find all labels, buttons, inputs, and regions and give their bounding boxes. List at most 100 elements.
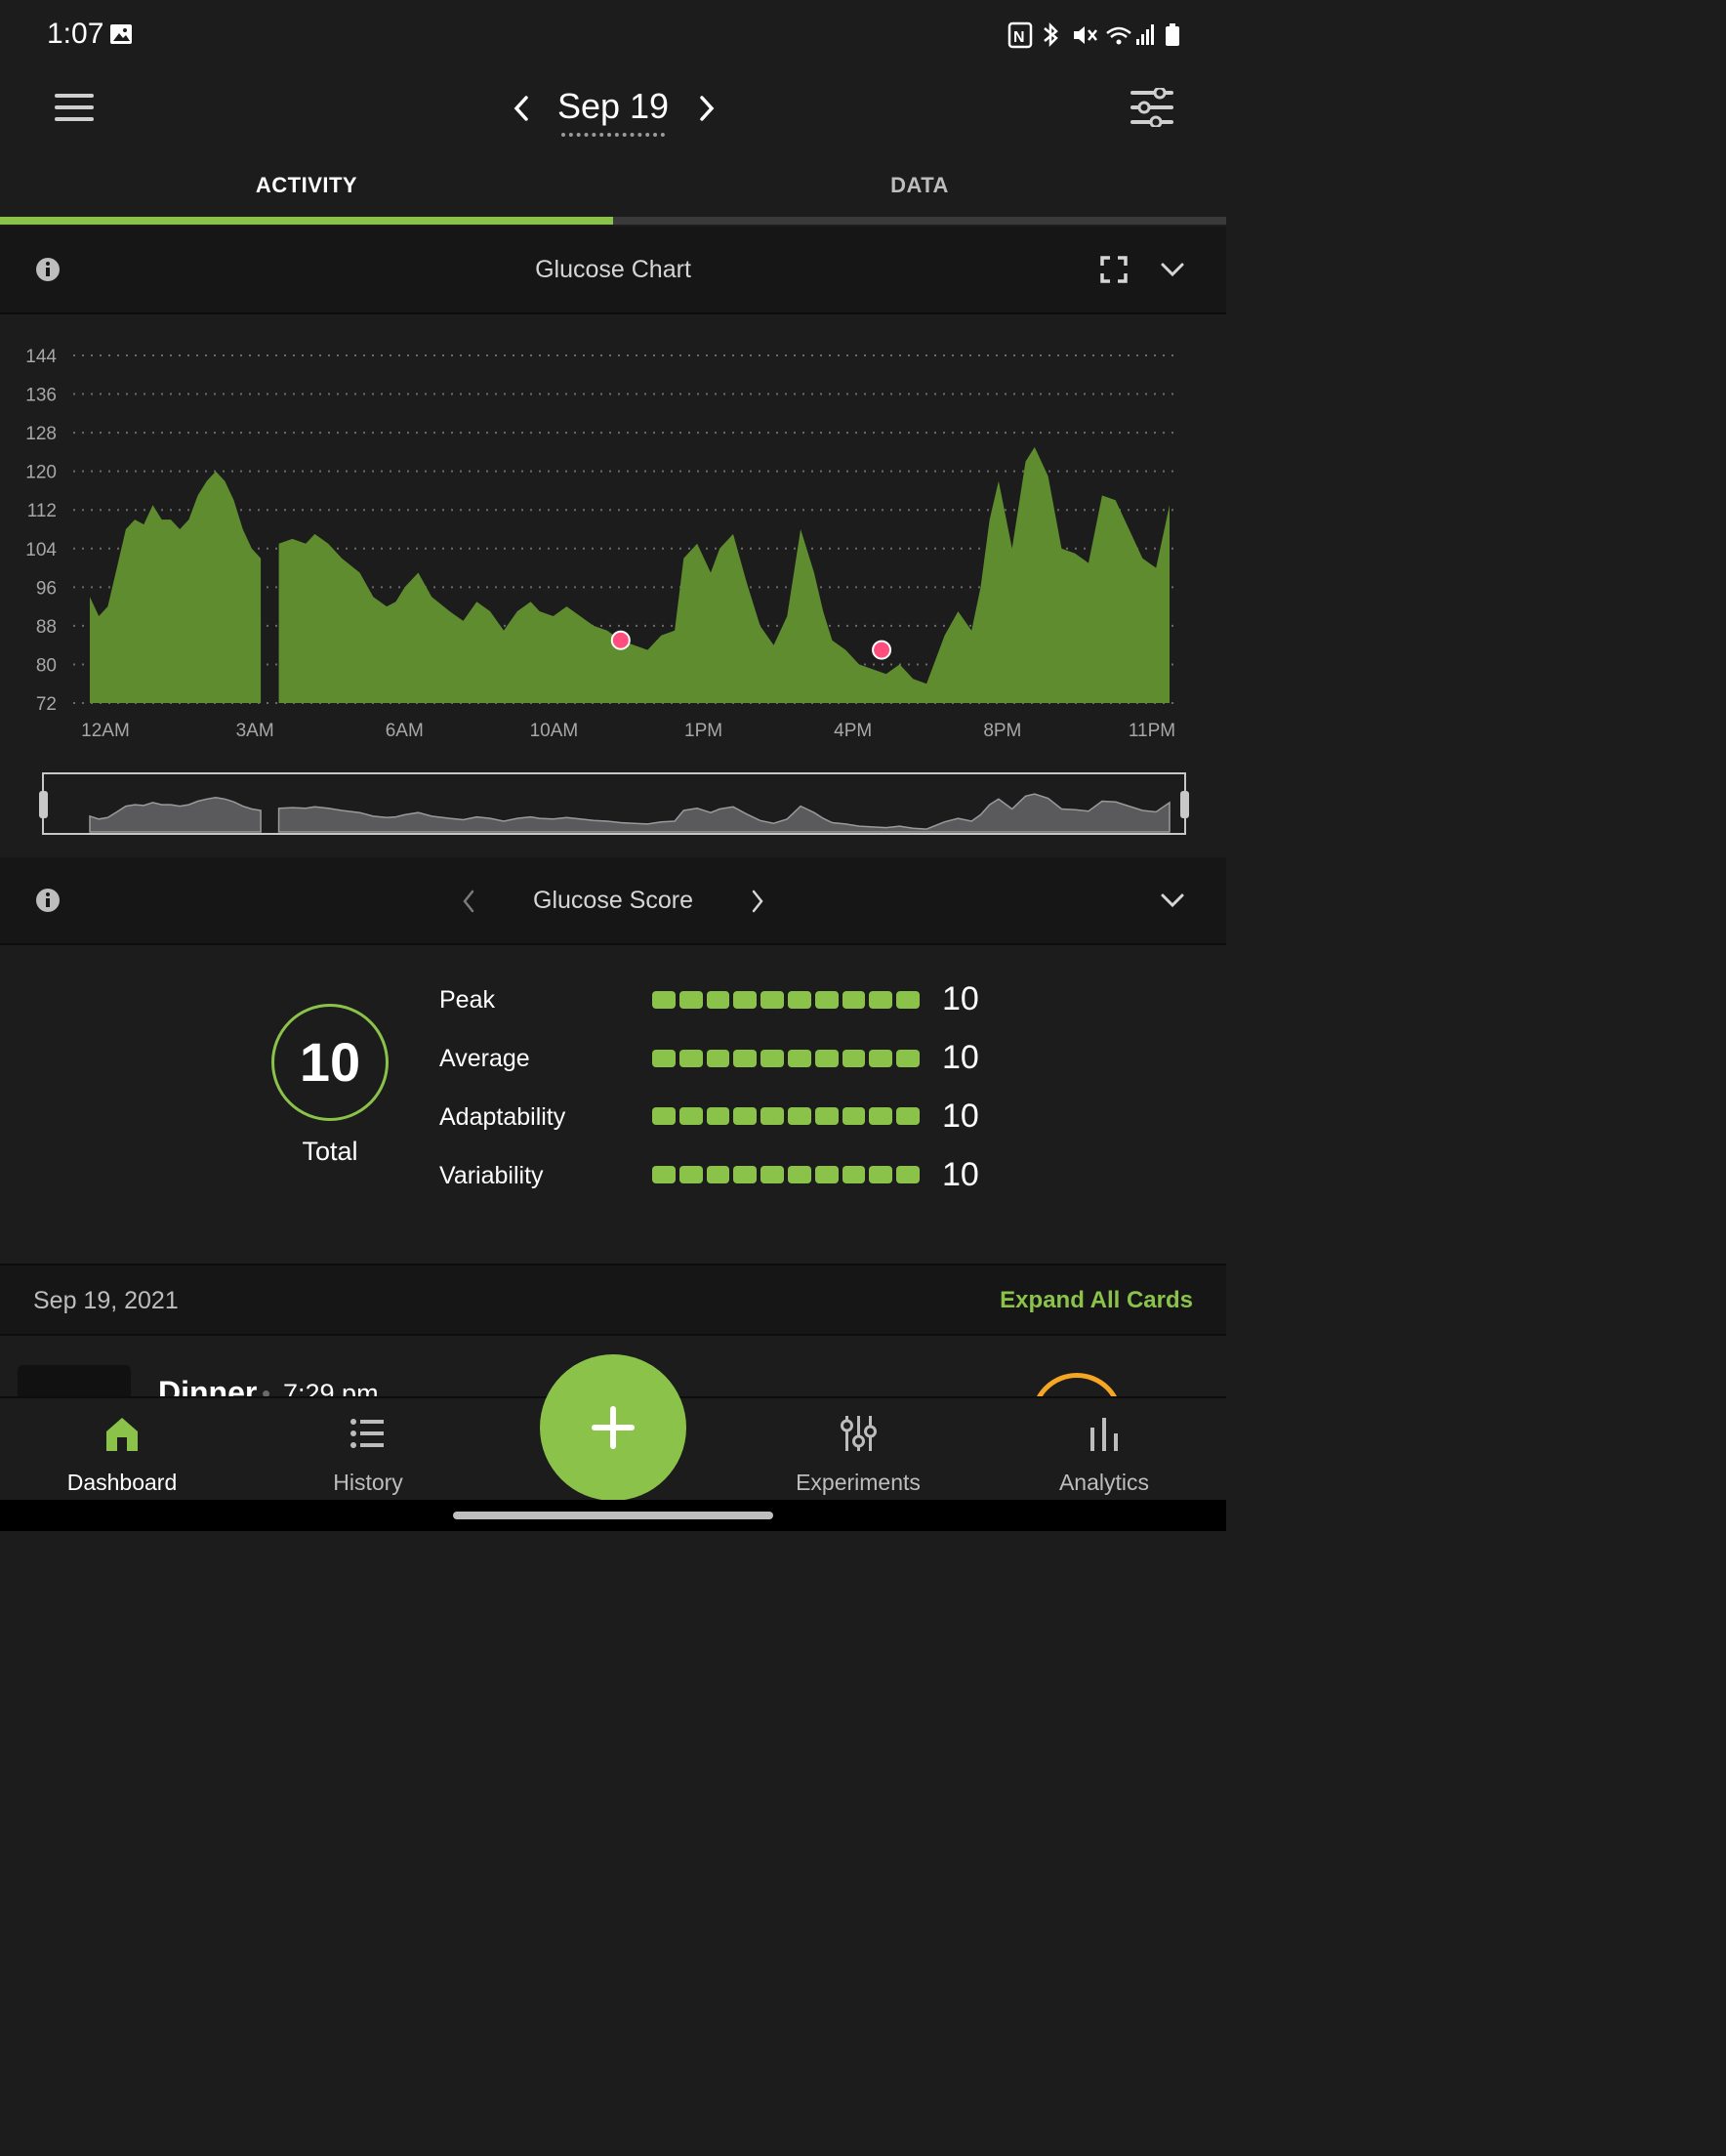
meal-title: Dinner [158, 1375, 258, 1396]
range-handle-left[interactable] [39, 791, 48, 818]
score-segment [733, 991, 758, 1009]
y-tick-label: 136 [25, 386, 57, 406]
score-value-peak: 10 [942, 980, 979, 1017]
score-segment [760, 1050, 784, 1067]
score-bar-peak [652, 991, 920, 1009]
y-tick-label: 128 [25, 424, 57, 444]
menu-icon[interactable] [55, 94, 96, 121]
event-marker [872, 640, 892, 660]
fullscreen-icon[interactable] [1100, 256, 1128, 283]
score-segment [678, 991, 703, 1009]
score-segment [869, 991, 893, 1009]
glucose-chart-title: Glucose Chart [535, 256, 691, 283]
feed-header: Sep 19, 2021 Expand All Cards [0, 1264, 1226, 1336]
total-score-label: Total [302, 1137, 358, 1166]
score-segment [760, 1166, 784, 1183]
y-tick-label: 144 [25, 347, 57, 367]
meal-thumbnail [18, 1365, 131, 1396]
total-score-ring: 10 [271, 1004, 389, 1121]
meal-dot: • [262, 1379, 271, 1396]
status-bar: 1:07 N [0, 0, 1226, 70]
filter-settings-icon[interactable] [1129, 88, 1175, 127]
navigator-area-segment [277, 793, 1171, 833]
expand-all-cards-link[interactable]: Expand All Cards [1000, 1287, 1193, 1313]
score-segment [733, 1107, 758, 1125]
meal-score-ring [1031, 1373, 1123, 1396]
nav-analytics[interactable]: Analytics [982, 1414, 1226, 1496]
score-value-average: 10 [942, 1039, 979, 1076]
collapse-chart-icon[interactable] [1160, 260, 1185, 279]
nav-analytics-label: Analytics [1058, 1470, 1150, 1495]
info-icon[interactable] [35, 888, 61, 913]
glucose-chart-header: Glucose Chart [0, 227, 1226, 314]
plus-icon [592, 1406, 635, 1449]
glucose-score-title: Glucose Score [533, 887, 693, 914]
score-segment [652, 1166, 676, 1183]
x-tick-label: 8PM [983, 721, 1021, 741]
tab-activity[interactable]: ACTIVITY [255, 173, 358, 197]
nav-history[interactable]: History [246, 1414, 490, 1496]
home-icon [106, 1418, 138, 1451]
glucose-chart[interactable]: 144 136 128 120 112 104 96 88 80 72 12AM 3AM 6AM 10A… [0, 314, 1226, 856]
date-selector[interactable]: Sep 19 [556, 86, 670, 126]
tab-bar: ACTIVITY DATA [0, 148, 1226, 227]
collapse-score-icon[interactable] [1160, 891, 1185, 910]
score-value-variability: 10 [942, 1156, 979, 1193]
nav-history-label: History [333, 1470, 403, 1495]
score-segment [787, 991, 811, 1009]
home-gesture-handle[interactable] [453, 1512, 773, 1519]
score-segment [842, 1166, 866, 1183]
score-segment [733, 1050, 758, 1067]
score-segment [896, 1050, 920, 1067]
score-segment [733, 1166, 758, 1183]
nav-dashboard[interactable]: Dashboard [0, 1414, 244, 1496]
score-segment [706, 991, 730, 1009]
next-card-icon[interactable] [748, 889, 767, 914]
x-tick-label: 12AM [81, 721, 130, 741]
top-app-bar: Sep 19 [0, 70, 1226, 148]
add-entry-button[interactable] [540, 1354, 686, 1501]
glucose-area-segment [278, 446, 1170, 703]
score-segment [706, 1166, 730, 1183]
score-segment [678, 1166, 703, 1183]
score-segment [869, 1107, 893, 1125]
x-tick-label: 1PM [684, 721, 722, 741]
score-segment [814, 1166, 839, 1183]
score-segment [787, 1166, 811, 1183]
prev-card-icon[interactable] [459, 889, 478, 914]
score-segment [842, 1107, 866, 1125]
y-tick-label: 88 [36, 617, 57, 638]
score-segment [760, 991, 784, 1009]
tab-indicator [0, 217, 613, 225]
y-tick-label: 72 [36, 694, 57, 715]
score-label-adaptability: Adaptability [439, 1103, 566, 1131]
meal-card[interactable]: Dinner • 7:29 pm [0, 1334, 1226, 1396]
meal-time: 7:29 pm [283, 1379, 379, 1396]
tab-data[interactable]: DATA [890, 173, 949, 197]
date-underline [561, 133, 665, 137]
score-segment [678, 1107, 703, 1125]
score-segment [787, 1050, 811, 1067]
system-nav-bar [0, 1500, 1226, 1531]
range-handle-right[interactable] [1180, 791, 1189, 818]
score-segment [678, 1050, 703, 1067]
next-date-icon[interactable] [695, 94, 719, 123]
score-segment [760, 1107, 784, 1125]
sliders-icon [841, 1416, 877, 1451]
navigator-area-segment [89, 797, 262, 833]
feed-date: Sep 19, 2021 [33, 1287, 179, 1314]
gallery-icon [110, 24, 132, 44]
prev-date-icon[interactable] [510, 94, 533, 123]
score-segment [869, 1166, 893, 1183]
score-segment [814, 991, 839, 1009]
x-tick-label: 11PM [1129, 721, 1175, 741]
score-segment [896, 991, 920, 1009]
status-time: 1:07 [47, 18, 104, 50]
y-tick-label: 96 [36, 578, 57, 599]
nav-experiments[interactable]: Experiments [736, 1414, 980, 1496]
score-bar-variability [652, 1166, 920, 1183]
score-segment [814, 1107, 839, 1125]
info-icon[interactable] [35, 257, 61, 282]
score-value-adaptability: 10 [942, 1098, 979, 1135]
event-marker [610, 630, 631, 650]
